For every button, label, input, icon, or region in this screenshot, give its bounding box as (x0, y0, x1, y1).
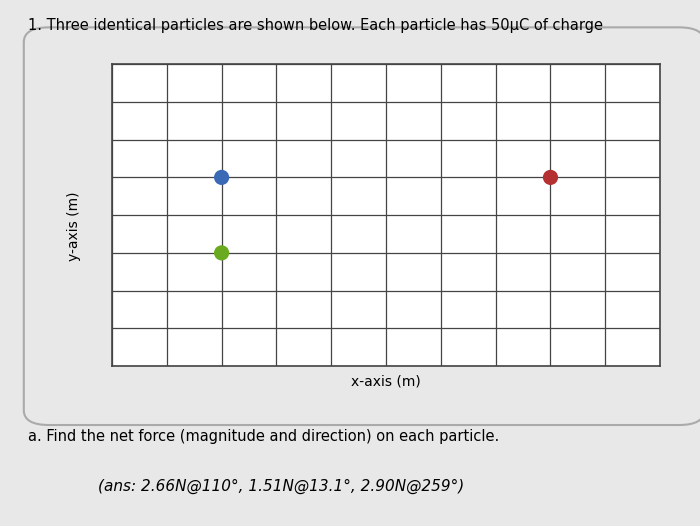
X-axis label: x-axis (m): x-axis (m) (351, 375, 421, 388)
FancyBboxPatch shape (24, 27, 700, 425)
Point (216, 249, 228, 257)
Point (216, 173, 228, 181)
Text: (ans: 2.66N@110°, 1.51N@13.1°, 2.90N@259°): (ans: 2.66N@110°, 1.51N@13.1°, 2.90N@259… (98, 479, 464, 494)
Point (545, 173, 556, 181)
Text: 1. Three identical particles are shown below. Each particle has 50μC of charge: 1. Three identical particles are shown b… (28, 18, 603, 34)
Text: y-axis (m): y-axis (m) (67, 191, 81, 261)
Text: a. Find the net force (magnitude and direction) on each particle.: a. Find the net force (magnitude and dir… (28, 429, 499, 444)
